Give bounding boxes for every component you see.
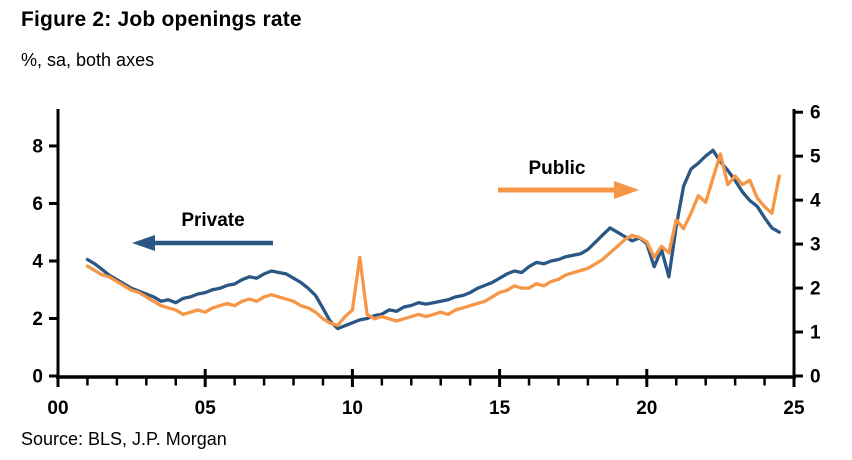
svg-text:2: 2 (32, 309, 43, 330)
svg-text:1: 1 (810, 323, 821, 344)
svg-text:8: 8 (32, 136, 43, 157)
public-series-label: Public (528, 158, 586, 179)
svg-text:10: 10 (342, 398, 363, 419)
svg-text:5: 5 (810, 147, 821, 168)
svg-text:3: 3 (810, 235, 821, 256)
private-line (85, 148, 781, 331)
svg-text:2: 2 (810, 279, 821, 300)
svg-text:25: 25 (783, 398, 805, 419)
svg-text:4: 4 (32, 251, 43, 272)
svg-text:4: 4 (810, 191, 821, 212)
figure-subtitle: %, sa, both axes (21, 50, 155, 70)
svg-text:0: 0 (32, 367, 43, 388)
svg-text:20: 20 (636, 398, 657, 419)
svg-text:15: 15 (489, 398, 511, 419)
left-axis: 0 2 4 6 8 (32, 109, 60, 388)
svg-text:00: 00 (47, 398, 68, 419)
public-line (85, 152, 781, 328)
public-arrow (498, 181, 639, 199)
figure-source: Source: BLS, J.P. Morgan (21, 429, 227, 449)
svg-text:6: 6 (32, 194, 43, 215)
svg-text:0: 0 (810, 367, 821, 388)
figure-title: Figure 2: Job openings rate (21, 8, 302, 31)
private-series-label: Private (181, 210, 245, 231)
private-arrow (132, 235, 273, 251)
svg-text:05: 05 (195, 398, 217, 419)
right-axis: 0 1 2 3 4 5 6 (792, 103, 821, 388)
svg-text:6: 6 (810, 103, 821, 124)
x-axis: 00 05 10 15 20 25 (47, 369, 805, 419)
